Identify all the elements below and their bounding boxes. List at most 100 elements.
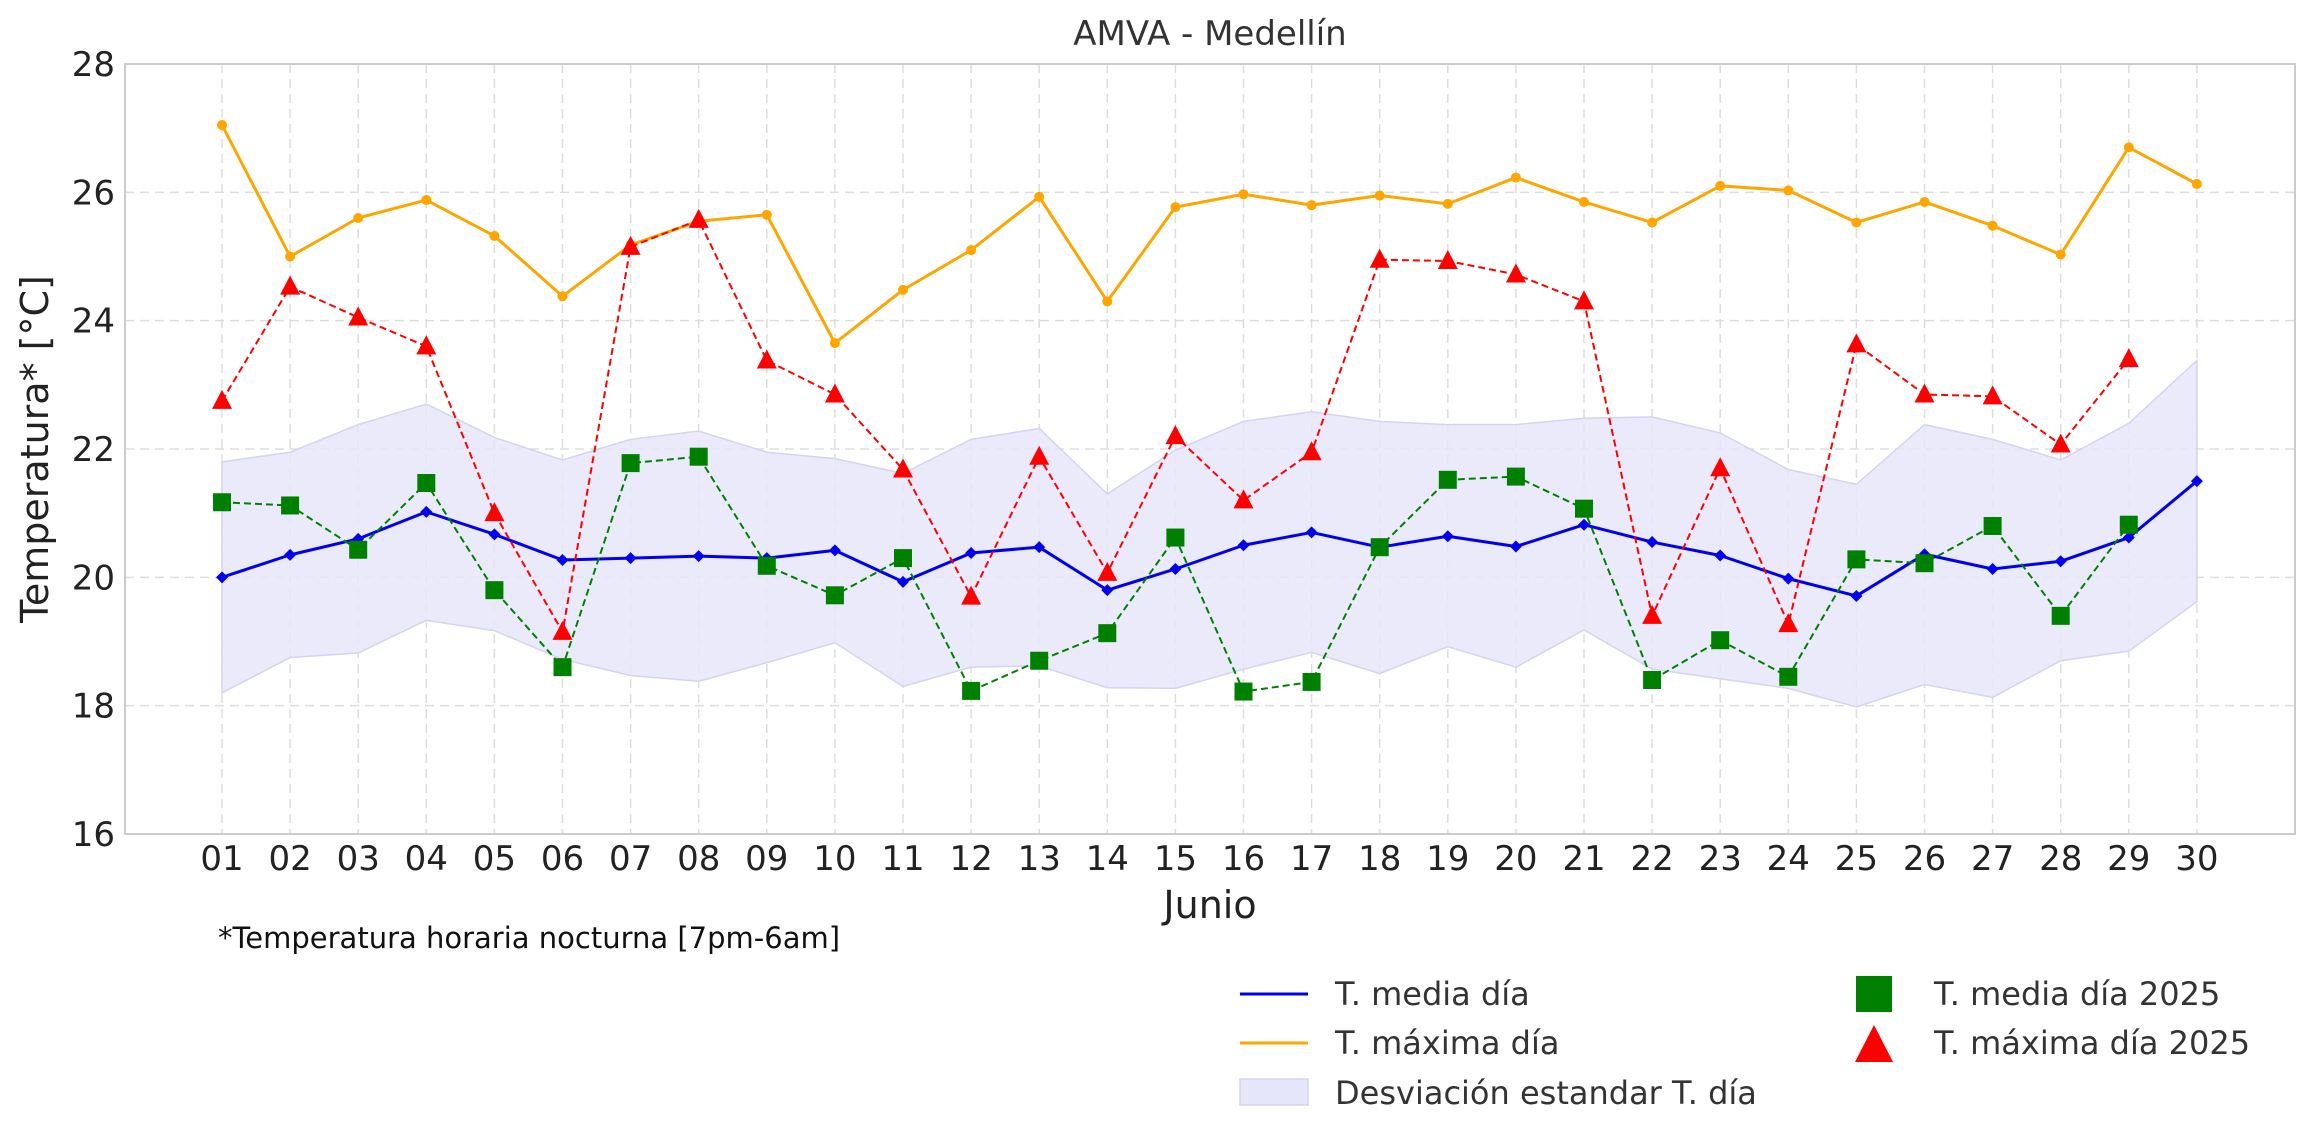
data-point-maxima-2025 [893,458,913,478]
data-point-maxima [421,195,432,206]
data-point-media-2025 [213,493,231,512]
data-point-media [1714,549,1727,562]
data-point-maxima-2025 [348,306,369,326]
data-point-media [965,546,978,559]
data-point-maxima-2025 [1914,383,1935,403]
data-point-maxima [1034,191,1045,202]
x-tick-label: 24 [1767,839,1810,879]
data-point-media-2025 [825,586,844,605]
data-point-media [1169,562,1182,575]
data-point-maxima-2025 [1097,561,1118,581]
x-tick-label: 11 [881,839,924,879]
data-point-media-2025 [894,549,912,568]
data-point-maxima-2025 [484,502,505,522]
data-point-maxima [1170,202,1181,213]
data-point-maxima-2025 [2050,433,2071,453]
data-point-maxima [1510,172,1521,183]
data-point-media [624,552,637,565]
data-point-media-2025 [1506,467,1525,486]
x-tick-label: 08 [677,839,720,879]
data-point-media-2025 [1098,624,1117,643]
x-tick-label: 09 [745,839,788,879]
data-point-media-2025 [1438,470,1457,489]
legend-swatch-media-2025 [1856,976,1892,1012]
data-point-media-2025 [417,474,436,493]
data-point-media-2025 [2051,606,2070,625]
data-point-maxima [966,245,977,256]
data-point-maxima [557,291,568,302]
footnote: *Temperatura horaria nocturna [7pm-6am] [218,921,840,955]
data-point-media [1782,572,1795,585]
data-point-maxima-2025 [1710,457,1731,477]
data-point-media-2025 [621,454,640,473]
data-point-media-2025 [757,556,776,575]
data-point-maxima [217,119,227,130]
data-point-maxima [353,213,364,223]
chart-title: AMVA - Medellín [1073,14,1346,54]
data-point-media [1033,541,1046,554]
legend-label-band: Desviación estandar T. día [1335,1074,1757,1112]
data-point-media [828,544,841,557]
data-point-maxima-2025 [1233,489,1254,509]
data-point-maxima [2191,178,2202,189]
data-point-media [2054,555,2067,568]
legend: T. media día T. máxima día Desviación es… [1239,975,2250,1112]
data-point-media-2025 [1030,651,1049,670]
legend-label-media-2025: T. media día 2025 [1933,975,2220,1013]
x-tick-label: 04 [405,839,448,879]
data-point-maxima [1783,185,1794,196]
data-point-media-2025 [1302,672,1321,691]
data-point-media [1850,589,1863,602]
data-point-maxima-2025 [688,208,709,228]
y-tick-label: 20 [72,558,115,598]
data-point-maxima-2025 [1437,249,1458,269]
data-point-maxima [1442,198,1453,209]
data-point-media [1237,539,1250,552]
data-point-maxima-2025 [1982,385,2003,405]
x-tick-label: 15 [1154,839,1197,879]
data-point-maxima-2025 [961,585,982,605]
x-tick-label: 19 [1426,839,1469,879]
data-point-maxima-2025 [552,620,573,640]
x-tick-label: 28 [2039,839,2082,879]
y-axis-label: Temperatura* [°C] [13,275,57,624]
x-tick-label: 03 [337,839,380,879]
data-point-maxima-2025 [1846,333,1867,353]
plot-frame [124,63,2296,835]
data-point-media [1441,530,1454,543]
data-point-media [692,550,705,563]
data-point-media [284,548,297,561]
data-point-media-2025 [485,581,504,600]
data-point-media [1578,518,1590,531]
data-point-media-2025 [1166,528,1185,547]
data-point-maxima-2025 [1574,290,1594,310]
x-tick-label: 22 [1630,839,1673,879]
x-tick-label: 10 [813,839,856,879]
data-point-media [2122,531,2135,544]
x-tick-label: 13 [1018,839,1061,879]
data-point-media [2190,475,2203,488]
data-point-media [1509,540,1522,553]
data-point-maxima-2025 [1642,604,1663,624]
x-axis-label: Junio [1161,883,1256,927]
x-tick-label: 12 [949,839,992,879]
data-point-maxima [829,338,840,349]
data-point-media-2025 [1847,550,1866,569]
data-point-maxima [489,230,500,241]
y-tick-labels: 16 18 20 22 24 26 28 [72,45,115,855]
data-point-maxima [1987,220,1998,231]
data-point-media [216,571,228,584]
data-point-media [420,505,433,518]
y-tick-label: 18 [72,687,115,727]
data-point-maxima-2025 [212,389,232,409]
data-point-maxima [2123,142,2134,153]
y-tick-label: 26 [72,173,115,213]
x-tick-label: 30 [2175,839,2218,879]
x-tick-label: 05 [473,839,516,879]
data-point-media [556,554,569,567]
data-point-maxima [1306,200,1317,211]
y-tick-label: 22 [72,430,115,470]
data-point-maxima [1579,196,1589,207]
x-tick-label: 23 [1699,839,1742,879]
